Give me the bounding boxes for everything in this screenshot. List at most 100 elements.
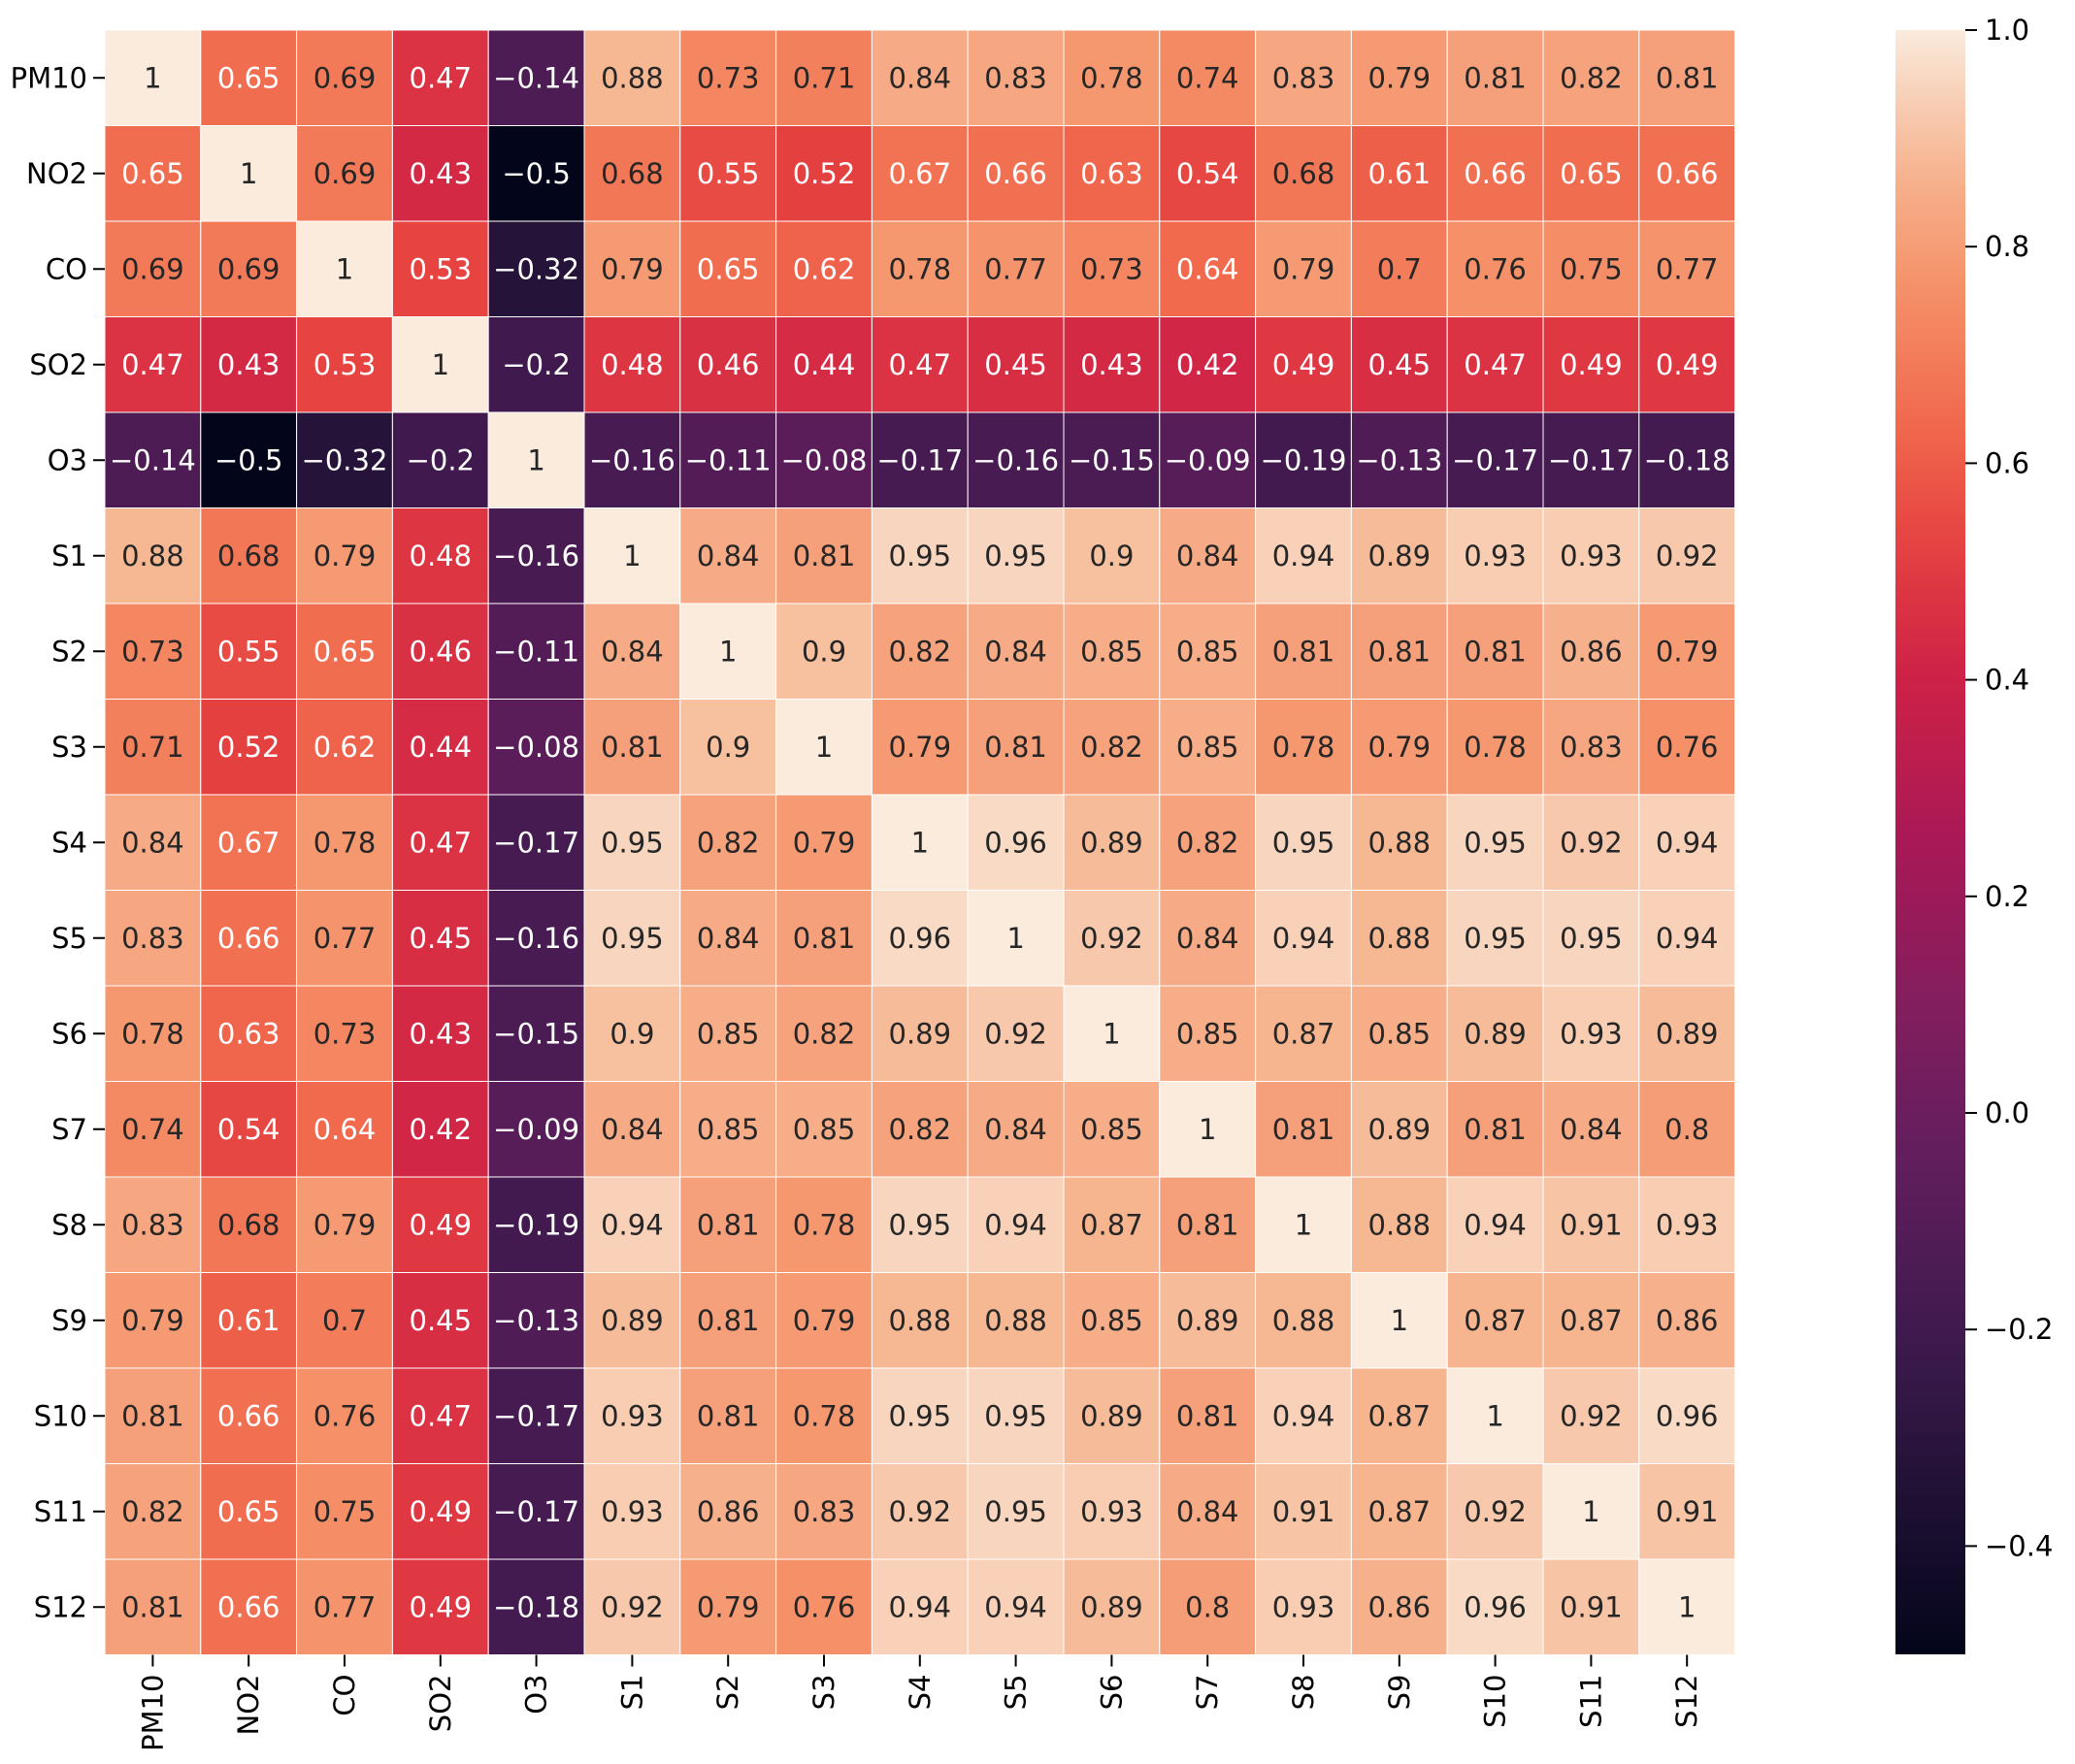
heatmap-cell	[1159, 125, 1257, 222]
cell-value-label: 0.48	[410, 539, 473, 572]
heatmap-cell	[200, 699, 298, 796]
heatmap-cell	[487, 125, 585, 222]
colorbar-tick-label: 0.6	[1985, 446, 2029, 479]
heatmap-cell	[1446, 1463, 1544, 1560]
heatmap-cell	[583, 316, 681, 413]
heatmap-cell	[487, 985, 585, 1082]
cell-value-label: −0.18	[493, 1590, 579, 1623]
heatmap-cell	[1159, 890, 1257, 987]
cell-value-label: 0.64	[1176, 252, 1239, 285]
cell-value-label: 0.81	[1464, 61, 1527, 94]
heatmap-cell	[1350, 603, 1448, 700]
heatmap-cell	[1350, 890, 1448, 987]
cell-value-label: 0.53	[313, 348, 377, 381]
cell-value-label: 0.94	[1272, 1399, 1335, 1432]
heatmap-cell	[200, 29, 298, 126]
cell-value-label: 0.78	[313, 826, 377, 859]
cell-value-label: 0.92	[889, 1495, 952, 1528]
y-tick-label: S8	[51, 1208, 87, 1241]
cell-value-label: −0.11	[685, 443, 772, 476]
cell-value-label: 0.52	[217, 731, 280, 764]
cell-value-label: 0.84	[601, 1113, 664, 1146]
cell-value-label: −0.08	[493, 731, 579, 764]
cell-value-label: 0.86	[1368, 1590, 1432, 1623]
heatmap-cell	[871, 794, 969, 891]
cell-value-label: 0.68	[601, 157, 664, 190]
heatmap-cell	[391, 699, 489, 796]
cell-value-label: −0.19	[1261, 443, 1347, 476]
heatmap-cell	[391, 890, 489, 987]
cell-value-label: 0.79	[697, 1590, 760, 1623]
heatmap-cell	[1063, 603, 1161, 700]
cell-value-label: 0.95	[889, 1208, 952, 1241]
cell-value-label: 0.61	[1368, 157, 1432, 190]
cell-value-label: 0.94	[1656, 922, 1719, 955]
x-axis-labels: PM10 NO2 CO SO2 O3 S1 S2 S3 S4 S5 S6 S7 S8 S9 S10 S11 S1…	[136, 1654, 1703, 1751]
cell-value-label: 0.95	[601, 826, 664, 859]
colorbar: 1.0 0.8 0.6 0.4 0.2 0.0 −0.2 −0.4	[1895, 14, 2053, 1654]
cell-value-label: 1	[719, 635, 737, 668]
heatmap-cell	[296, 29, 393, 126]
heatmap-cell	[487, 316, 585, 413]
cell-value-label: 0.42	[410, 1113, 473, 1146]
cell-value-label: 0.84	[601, 635, 664, 668]
cell-value-label: 0.89	[1176, 1304, 1239, 1337]
cell-value-label: 0.69	[121, 252, 184, 285]
heatmap-cell	[200, 411, 298, 508]
heatmap-cell	[775, 1081, 873, 1178]
x-tick-label: S9	[1383, 1675, 1416, 1711]
cell-value-label: 0.46	[410, 635, 473, 668]
heatmap-cell	[487, 1176, 585, 1273]
cell-value-label: 0.81	[1464, 1113, 1527, 1146]
cell-value-label: 0.65	[217, 61, 280, 94]
heatmap-cell	[296, 1463, 393, 1560]
cell-value-label: −0.13	[1356, 443, 1442, 476]
heatmap-cell	[1159, 603, 1257, 700]
cell-value-label: 1	[815, 731, 833, 764]
cell-value-label: −0.15	[493, 1017, 579, 1050]
heatmap-cell	[200, 603, 298, 700]
heatmap-cell	[487, 1463, 585, 1560]
heatmap-cell	[1255, 220, 1352, 317]
heatmap-cell	[296, 794, 393, 891]
heatmap-cell	[1542, 603, 1640, 700]
cell-value-label: 0.95	[601, 922, 664, 955]
cell-value-label: 0.93	[1560, 1017, 1623, 1050]
heatmap-cell	[1350, 1558, 1448, 1655]
cell-value-label: 0.89	[889, 1017, 952, 1050]
cell-value-label: −0.5	[502, 157, 570, 190]
heatmap-cell	[1542, 29, 1640, 126]
heatmap-cell	[775, 29, 873, 126]
cell-value-label: 0.91	[1656, 1495, 1719, 1528]
cell-value-label: 0.85	[1080, 635, 1143, 668]
cell-value-label: 0.82	[1176, 826, 1239, 859]
cell-value-label: 0.82	[1560, 61, 1623, 94]
cell-value-label: 0.96	[984, 826, 1047, 859]
heatmap-cell	[967, 316, 1065, 413]
heatmap-cell	[104, 1463, 202, 1560]
heatmap-cell	[679, 890, 777, 987]
cell-value-label: 0.66	[984, 157, 1047, 190]
heatmap-cell	[1063, 411, 1161, 508]
cell-value-label: 0.84	[697, 539, 760, 572]
cell-value-label: 0.43	[1080, 348, 1143, 381]
cell-value-label: 0.85	[1080, 1304, 1143, 1337]
x-tick-label: S10	[1479, 1675, 1512, 1728]
heatmap-cell	[1446, 220, 1544, 317]
cell-value-label: 0.68	[217, 539, 280, 572]
cell-value-label: −0.09	[493, 1113, 579, 1146]
heatmap-cell	[967, 29, 1065, 126]
cell-value-label: 0.81	[1656, 61, 1719, 94]
heatmap-cell	[679, 985, 777, 1082]
cell-value-label: 0.79	[889, 731, 952, 764]
heatmap-cell	[775, 794, 873, 891]
x-tick-label: S12	[1670, 1675, 1703, 1728]
cell-value-label: 0.95	[1464, 922, 1527, 955]
cell-value-label: 0.81	[697, 1304, 760, 1337]
heatmap-cell	[391, 985, 489, 1082]
cell-value-label: 0.69	[313, 61, 377, 94]
cell-value-label: 0.88	[889, 1304, 952, 1337]
heatmap-cell	[200, 1367, 298, 1464]
cell-value-label: −0.17	[1548, 443, 1634, 476]
